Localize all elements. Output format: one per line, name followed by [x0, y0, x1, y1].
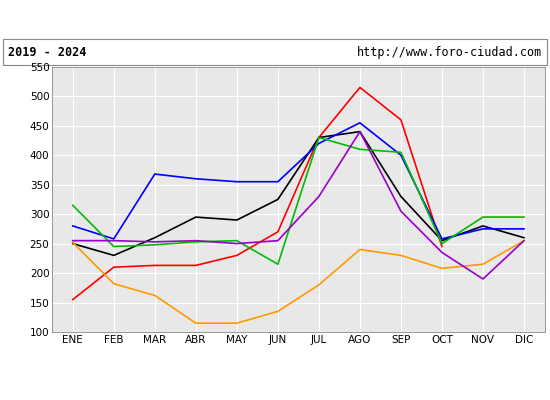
Text: http://www.foro-ciudad.com: http://www.foro-ciudad.com: [356, 46, 542, 59]
Text: Evolucion Nº Turistas Extranjeros en el municipio de Siete Aguas: Evolucion Nº Turistas Extranjeros en el …: [21, 12, 529, 26]
Text: 2019 - 2024: 2019 - 2024: [8, 46, 87, 59]
